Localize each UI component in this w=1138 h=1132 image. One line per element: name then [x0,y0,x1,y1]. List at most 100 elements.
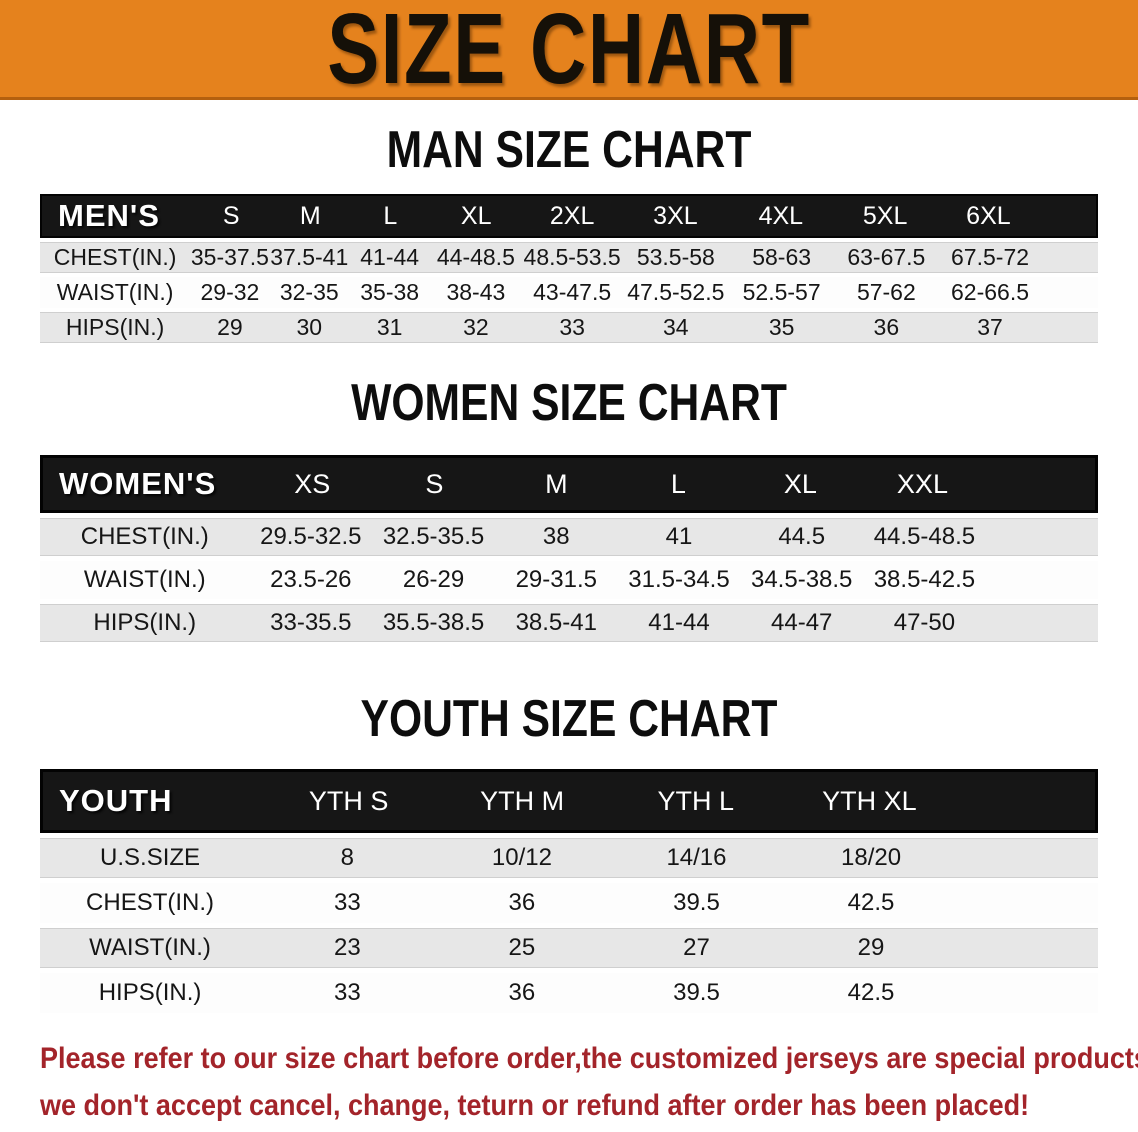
size-value-cell: 14/16 [666,844,727,871]
size-value-cell: 33 [559,314,585,340]
size-column-header: YTH L [657,785,735,816]
measurement-row: HIPS(IN.) 29 30 31 32 33 34 35 36 37 [40,312,1098,343]
size-column-header: XL [783,468,817,499]
table-header-row: MEN'S S M L XL 2XL 3XL 4XL 5XL 6XL [40,194,1098,238]
size-value-cell: 63-67.5 [847,244,926,270]
measurement-label: HIPS(IN.) [65,314,165,340]
size-value-cell: 44-47 [771,609,833,636]
size-column-header: 4XL [758,201,804,230]
size-value-cell: 32.5-35.5 [382,523,485,550]
size-column-header: S [222,201,240,230]
size-value-cell: 48.5-53.5 [523,244,621,270]
size-value-cell: 37.5-41 [270,244,349,270]
size-value-cell: 35-37.5 [190,244,269,270]
size-value-cell: 36 [508,889,536,916]
measurement-label: HIPS(IN.) [98,979,202,1006]
size-value-cell: 37 [977,314,1003,340]
size-value-cell: 35-38 [360,279,420,305]
size-column-header: 2XL [549,201,595,230]
size-column-header: XL [460,201,492,230]
size-value-cell: 38 [542,523,570,550]
size-column-header: M [545,468,568,499]
size-value-cell: 29 [217,314,243,340]
size-value-cell: 31 [376,314,403,340]
size-value-cell: 25 [508,934,536,961]
size-value-cell: 41-44 [360,244,420,270]
size-value-cell: 34 [663,314,689,340]
size-value-cell: 23.5-26 [270,566,352,593]
table-header-row: YOUTH YTH S YTH M YTH L YTH XL [40,769,1098,833]
table-title-cell: WOMEN'S [59,466,217,501]
disclaimer-line-2: we don't accept cancel, change, teturn o… [40,1089,1030,1122]
size-value-cell: 41 [665,523,693,550]
size-value-cell: 35 [768,314,795,340]
size-value-cell: 58-63 [752,244,812,270]
womens-size-table: WOMEN'S XS S M L XL XXL CHEST(IN.) 29.5-32.5 32.5… [40,455,1098,642]
size-value-cell: 32-35 [279,279,339,305]
size-value-cell: 36 [873,314,900,340]
size-value-cell: 29-32 [200,279,260,305]
size-value-cell: 35.5-38.5 [382,609,485,636]
size-column-header: XS [294,468,331,499]
youth-size-table: YOUTH YTH S YTH M YTH L YTH XL U.S.SIZE 8 10/12… [40,769,1098,1013]
size-value-cell: 36 [508,979,536,1006]
measurement-row: WAIST(IN.) 29-32 32-35 35-38 38-43 43-47.5 47.… [40,277,1098,308]
measurement-row: CHEST(IN.) 35-37.5 37.5-41 41-44 44-48.5 48.5… [40,242,1098,273]
measurement-label: CHEST(IN.) [53,244,177,270]
measurement-label: WAIST(IN.) [89,934,211,961]
size-column-header: XXL [896,468,948,499]
size-value-cell: 32 [463,314,489,340]
size-column-header: YTH XL [822,785,917,816]
size-value-cell: 41-44 [648,609,710,636]
mens-size-table: MEN'S S M L XL 2XL 3XL 4XL 5XL 6XL CHEST(IN.) 35-37… [40,194,1098,343]
measurement-label: WAIST(IN.) [83,566,206,593]
size-value-cell: 18/20 [841,844,902,871]
youth-size-chart-section: YOUTH SIZE CHART YOUTH YTH S YTH M YTH L YTH… [0,693,1138,1013]
size-value-cell: 42.5 [847,889,895,916]
measurement-label: CHEST(IN.) [80,523,209,550]
size-value-cell: 8 [340,844,355,871]
measurement-row: WAIST(IN.) 23 25 27 29 [40,928,1098,968]
size-value-cell: 10/12 [491,844,552,871]
size-column-header: L [670,468,686,499]
measurement-label: U.S.SIZE [100,844,201,871]
size-value-cell: 34.5-38.5 [750,566,853,593]
size-chart-banner: SIZE CHART [0,0,1138,100]
measurement-row: U.S.SIZE 8 10/12 14/16 18/20 [40,838,1098,878]
size-value-cell: 29-31.5 [515,566,597,593]
size-value-cell: 38.5-41 [515,609,597,636]
table-title-cell: YOUTH [59,783,173,818]
size-value-cell: 44.5-48.5 [873,523,976,550]
size-value-cell: 29 [857,934,885,961]
table-title-cell: MEN'S [58,198,160,233]
size-value-cell: 42.5 [847,979,895,1006]
disclaimer-line-1: Please refer to our size chart before or… [40,1042,1138,1075]
size-value-cell: 31.5-34.5 [628,566,730,593]
size-column-header: S [425,468,444,499]
size-value-cell: 53.5-58 [636,244,715,270]
size-value-cell: 44-48.5 [436,244,515,270]
size-column-header: YTH M [480,785,565,816]
size-value-cell: 67.5-72 [951,244,1030,270]
man-size-chart-heading: MAN SIZE CHART [386,121,752,179]
table-header-row: WOMEN'S XS S M L XL XXL [40,455,1098,513]
measurement-label: CHEST(IN.) [86,889,215,916]
size-value-cell: 33 [333,979,361,1006]
measurement-label: HIPS(IN.) [93,609,197,636]
measurement-row: CHEST(IN.) 33 36 39.5 42.5 [40,883,1098,923]
measurement-row: HIPS(IN.) 33-35.5 35.5-38.5 38.5-41 41-44 44-… [40,604,1098,642]
page-title: SIZE CHART [327,0,811,105]
size-value-cell: 27 [683,934,710,961]
size-value-cell: 52.5-57 [742,279,821,305]
size-value-cell: 38.5-42.5 [873,566,976,593]
size-value-cell: 33-35.5 [270,609,352,636]
size-value-cell: 30 [296,314,323,340]
measurement-row: WAIST(IN.) 23.5-26 26-29 29-31.5 31.5-34.5 34… [40,561,1098,599]
size-value-cell: 39.5 [673,979,720,1006]
size-value-cell: 29.5-32.5 [260,523,362,550]
measurement-label: WAIST(IN.) [56,279,174,305]
size-value-cell: 23 [333,934,361,961]
disclaimer-text: Please refer to our size chart before or… [40,1035,1138,1129]
size-column-header: 5XL [862,201,908,230]
